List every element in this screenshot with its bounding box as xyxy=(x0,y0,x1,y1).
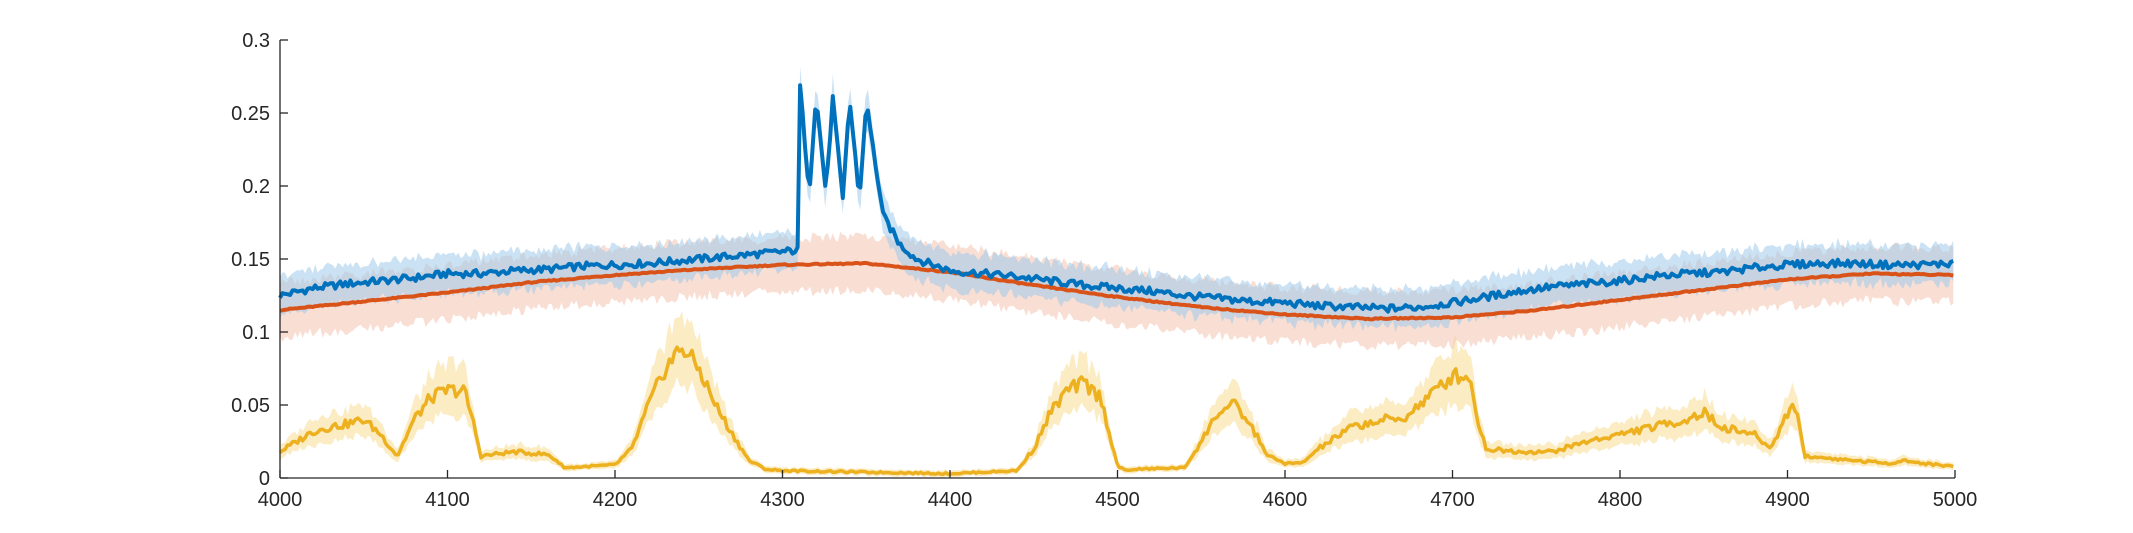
x-tick-label: 4000 xyxy=(258,489,303,511)
yellow-confidence-band xyxy=(280,310,1954,478)
x-tick-label: 4200 xyxy=(593,489,638,511)
x-tick-label: 4900 xyxy=(1765,489,1810,511)
y-tick-label: 0.2 xyxy=(242,176,270,198)
yellow-series-line xyxy=(278,345,1954,477)
x-tick-label: 4300 xyxy=(760,489,805,511)
blue-confidence-band xyxy=(280,66,1954,333)
x-tick-label: 4100 xyxy=(425,489,470,511)
red-series-line xyxy=(279,260,1954,322)
x-axis-ticks: 4000 4100 4200 4300 4400 4500 4600 4700 4800 4900… xyxy=(258,470,1978,511)
y-tick-label: 0.05 xyxy=(231,395,270,417)
x-tick-label: 4700 xyxy=(1430,489,1475,511)
x-tick-label: 4800 xyxy=(1598,489,1643,511)
x-tick-label: 4600 xyxy=(1263,489,1308,511)
y-tick-label: 0.3 xyxy=(242,30,270,52)
y-axis-ticks: 0 0.05 0.1 0.15 0.2 0.25 0.3 xyxy=(231,30,288,490)
blue-series-line xyxy=(278,83,1954,314)
series-lines xyxy=(278,83,1954,477)
y-tick-label: 0.1 xyxy=(242,322,270,344)
x-tick-label: 4500 xyxy=(1095,489,1140,511)
y-tick-label: 0.25 xyxy=(231,103,270,125)
x-tick-label: 5000 xyxy=(1933,489,1978,511)
y-tick-label: 0.15 xyxy=(231,249,270,271)
y-tick-label: 0 xyxy=(259,468,270,490)
x-tick-label: 4400 xyxy=(928,489,973,511)
